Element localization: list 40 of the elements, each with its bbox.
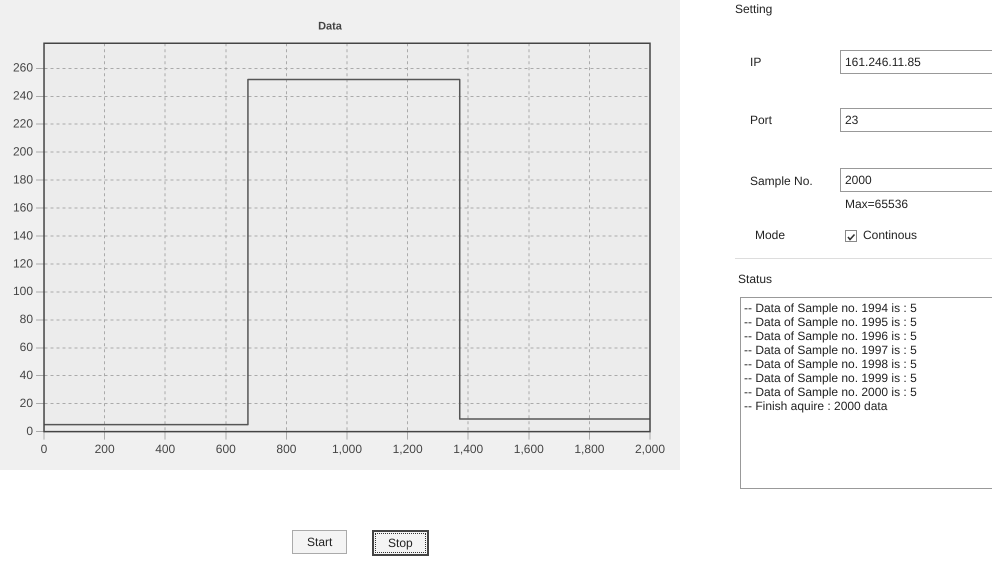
y-tick-label: 60 bbox=[20, 340, 34, 354]
y-tick-label: 40 bbox=[20, 368, 34, 382]
x-tick-label: 1,200 bbox=[392, 442, 423, 456]
text: IP bbox=[750, 55, 762, 69]
x-tick-label: 400 bbox=[155, 442, 176, 456]
text: Setting bbox=[735, 2, 772, 16]
y-tick-label: 80 bbox=[20, 312, 34, 326]
x-tick-label: 600 bbox=[216, 442, 236, 456]
y-tick-label: 240 bbox=[12, 88, 34, 103]
y-tick-label: 260 bbox=[12, 60, 34, 75]
chart-title: Data bbox=[318, 20, 343, 33]
y-tick-label: 100 bbox=[12, 284, 34, 298]
x-tick-label: 2,000 bbox=[634, 442, 666, 456]
y-tick-label: 160 bbox=[12, 200, 34, 214]
y-tick-label: 120 bbox=[12, 256, 34, 270]
x-tick-label: 800 bbox=[276, 442, 297, 456]
y-tick-label: 20 bbox=[20, 396, 34, 410]
text: 2000 bbox=[840, 168, 992, 192]
text: Sample No. bbox=[750, 174, 813, 188]
x-tick-label: 200 bbox=[94, 442, 115, 456]
y-tick-label: 180 bbox=[12, 172, 34, 186]
x-tick-label: 0 bbox=[40, 442, 48, 456]
button: Stop bbox=[372, 530, 429, 556]
text: 23 bbox=[840, 108, 992, 132]
text: Continous bbox=[863, 228, 918, 242]
text: Mode bbox=[755, 228, 786, 242]
text: 161.246.11.85 bbox=[840, 50, 992, 74]
text: Max=65536 bbox=[845, 197, 908, 211]
x-tick-label: 1,800 bbox=[574, 442, 605, 456]
text: Status bbox=[738, 272, 772, 286]
x-tick-label: 1,400 bbox=[453, 442, 484, 456]
x-tick-label: 1,000 bbox=[332, 442, 362, 456]
button: Start bbox=[292, 530, 348, 554]
y-tick-label: 140 bbox=[12, 228, 34, 242]
text: Port bbox=[750, 113, 772, 127]
y-tick-label: 220 bbox=[12, 116, 34, 131]
status-box: -- Data of Sample no. 1994 is : 5 -- Data of Sample no. 1995 is : 5 -- Data of Sample no. 1996 is : 5 -- Data of Sample no. 1997 is : 5 -- Data of Sample no. 1998 is : 5 -- Data of Sample no. 1999 is : 5 -- Data of Sample no. 2000 is : 5 -- Finish aquire : 2000 data bbox=[740, 297, 992, 489]
x-tick-label: 1,600 bbox=[514, 442, 544, 456]
y-tick-label: 200 bbox=[12, 144, 34, 158]
y-tick-label: 0 bbox=[26, 424, 34, 438]
